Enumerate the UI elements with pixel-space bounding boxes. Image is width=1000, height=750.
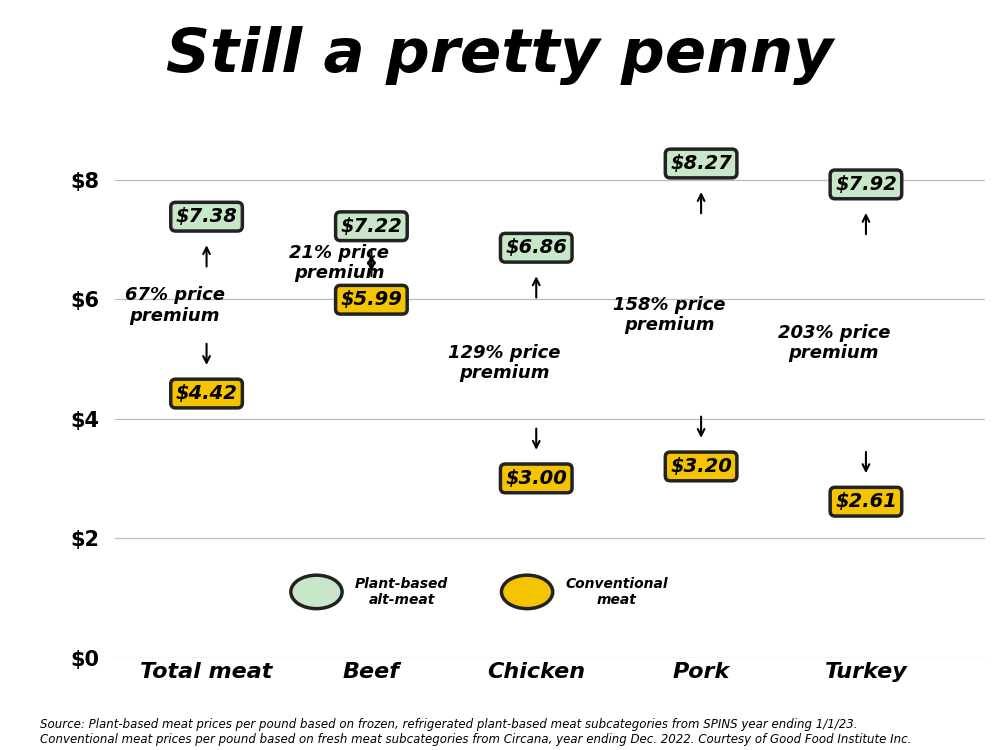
- Text: Turkey: Turkey: [825, 662, 907, 682]
- Text: 67% price
premium: 67% price premium: [125, 286, 225, 325]
- Text: $5.99: $5.99: [340, 290, 402, 309]
- Text: Plant-based
alt-meat: Plant-based alt-meat: [355, 577, 448, 607]
- Text: $3.00: $3.00: [505, 469, 567, 488]
- Text: Source: Plant-based meat prices per pound based on frozen, refrigerated plant-ba: Source: Plant-based meat prices per poun…: [40, 718, 911, 746]
- Text: $8.27: $8.27: [670, 154, 732, 173]
- Text: 158% price
premium: 158% price premium: [613, 296, 725, 334]
- Text: Pork: Pork: [672, 662, 730, 682]
- Text: 21% price
premium: 21% price premium: [289, 244, 389, 283]
- Circle shape: [501, 575, 553, 609]
- Text: $2.61: $2.61: [835, 492, 897, 512]
- Circle shape: [291, 575, 342, 609]
- Text: $3.20: $3.20: [670, 457, 732, 476]
- Text: Total meat: Total meat: [140, 662, 273, 682]
- Text: Still a pretty penny: Still a pretty penny: [166, 26, 834, 86]
- Text: $6.86: $6.86: [505, 238, 567, 257]
- Text: $7.22: $7.22: [340, 217, 402, 236]
- Text: 203% price
premium: 203% price premium: [778, 324, 890, 362]
- Text: $4.42: $4.42: [176, 384, 237, 403]
- Text: Beef: Beef: [343, 662, 400, 682]
- Text: $7.92: $7.92: [835, 175, 897, 194]
- Text: 129% price
premium: 129% price premium: [448, 344, 560, 382]
- Text: Chicken: Chicken: [487, 662, 585, 682]
- Text: $7.38: $7.38: [176, 207, 237, 226]
- Text: Conventional
meat: Conventional meat: [566, 577, 668, 607]
